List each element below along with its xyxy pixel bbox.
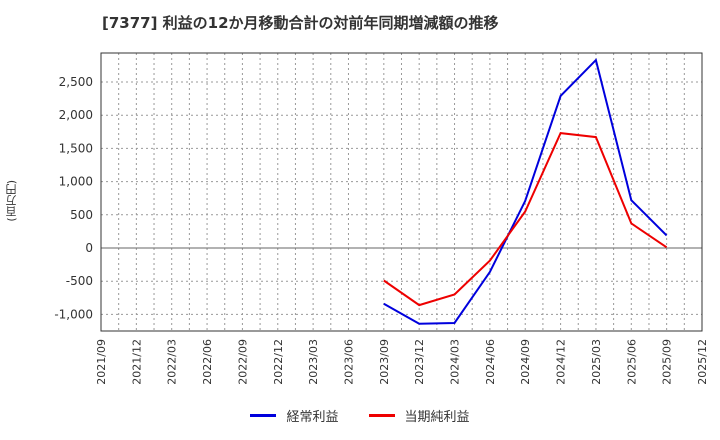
legend-swatch-blue xyxy=(250,414,277,417)
y-tick-label: -500 xyxy=(66,274,93,288)
x-tick-label: 2024/09 xyxy=(519,339,532,385)
x-tick-label: 2023/12 xyxy=(413,339,426,385)
x-tick-label: 2024/12 xyxy=(555,339,568,385)
x-tick-label: 2025/06 xyxy=(625,339,638,385)
legend-item-ordinary-profit: 経常利益 xyxy=(250,406,339,425)
x-tick-label: 2022/06 xyxy=(201,339,214,385)
y-tick-label: 1,500 xyxy=(59,141,93,155)
x-tick-label: 2025/09 xyxy=(661,339,674,385)
y-tick-label: -1,000 xyxy=(54,307,93,321)
x-tick-label: 2021/12 xyxy=(130,339,143,385)
series-line xyxy=(383,58,668,325)
x-tick-label: 2022/03 xyxy=(166,339,179,385)
y-tick-label: 1,000 xyxy=(59,175,93,189)
y-tick-label: 2,500 xyxy=(59,75,93,89)
x-tick-label: 2025/03 xyxy=(590,339,603,385)
x-tick-label: 2024/06 xyxy=(484,339,497,385)
x-tick-label: 2023/06 xyxy=(342,339,355,385)
chart-title: [7377] 利益の12か月移動合計の対前年同期増減額の推移 xyxy=(102,14,499,32)
legend-item-net-profit: 当期純利益 xyxy=(368,406,470,425)
x-tick-label: 2021/09 xyxy=(95,339,108,385)
y-tick-label: 2,000 xyxy=(59,108,93,122)
x-tick-label: 2022/09 xyxy=(236,339,249,385)
x-tick-label: 2024/03 xyxy=(449,339,462,385)
y-tick-label: 0 xyxy=(85,241,93,255)
x-tick-label: 2023/03 xyxy=(307,339,320,385)
y-tick-label: 500 xyxy=(70,208,93,222)
x-tick-label: 2022/12 xyxy=(272,339,285,385)
legend: 経常利益 当期純利益 xyxy=(0,406,720,425)
x-tick-label: 2025/12 xyxy=(696,339,709,385)
x-tick-label: 2023/09 xyxy=(378,339,391,385)
legend-label: 当期純利益 xyxy=(404,410,470,425)
legend-swatch-red xyxy=(368,414,395,417)
legend-label: 経常利益 xyxy=(286,410,339,425)
series-line xyxy=(383,132,668,307)
